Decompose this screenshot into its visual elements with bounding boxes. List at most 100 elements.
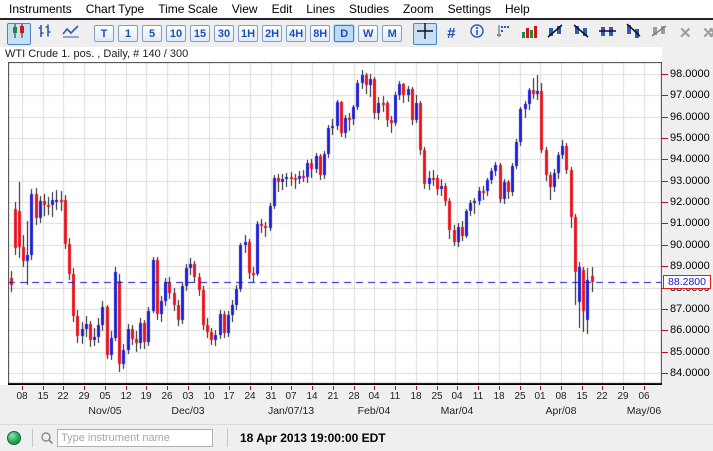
info-button[interactable] [465, 23, 489, 45]
price-tick-mark [662, 352, 668, 353]
time-tick-label: 04 [368, 391, 380, 402]
timeframe-button-4h[interactable]: 4H [286, 25, 307, 42]
statusbar-separator [227, 429, 228, 447]
month-label: Nov/05 [88, 405, 122, 417]
time-tick-mark [437, 386, 438, 390]
draw-trend-up-button[interactable] [543, 23, 567, 45]
timeframe-button-2h[interactable]: 2H [262, 25, 283, 42]
time-tick-mark [333, 386, 334, 390]
menu-item-instruments[interactable]: Instruments [9, 2, 72, 16]
time-tick-mark [395, 386, 396, 390]
chart-region: WTI Crude 1. pos. , Daily, # 140 / 300 9… [0, 47, 713, 424]
grid-toggle-button[interactable]: # [439, 23, 463, 45]
price-tick-label: 89.0000 [670, 260, 710, 272]
time-tick-label: 28 [348, 391, 360, 402]
price-tick-label: 97.0000 [670, 89, 710, 101]
time-tick-label: 26 [161, 391, 173, 402]
time-tick-label: 29 [78, 391, 90, 402]
price-tick-mark [662, 373, 668, 374]
draw-hline-button[interactable] [595, 23, 619, 45]
timeframe-button-8h[interactable]: 8H [310, 25, 331, 42]
time-tick-mark [354, 386, 355, 390]
time-tick-mark [312, 386, 313, 390]
price-tick-label: 96.0000 [670, 111, 710, 123]
timeframe-button-5[interactable]: 5 [142, 25, 162, 42]
time-tick-label: 29 [617, 391, 629, 402]
time-tick-label: 07 [285, 391, 297, 402]
menu-item-zoom[interactable]: Zoom [402, 2, 434, 16]
timeframe-button-15[interactable]: 15 [190, 25, 210, 42]
menu-bar: Instruments Chart Type Time Scale View Edit L… [0, 0, 713, 20]
time-tick-mark [499, 386, 500, 390]
timeframe-button-10[interactable]: 10 [166, 25, 186, 42]
time-tick-label: 25 [514, 391, 526, 402]
ohlc-bar-chart-button[interactable] [33, 23, 57, 45]
price-tick-label: 85.0000 [670, 346, 710, 358]
edit-drawing-button [647, 23, 671, 45]
timeframe-button-1h[interactable]: 1H [238, 25, 259, 42]
time-tick-mark [561, 386, 562, 390]
timeframe-button-1[interactable]: 1 [118, 25, 138, 42]
draw-trend-down-button[interactable] [569, 23, 593, 45]
timeframe-button-m[interactable]: M [382, 25, 403, 42]
time-tick-mark [22, 386, 23, 390]
line-chart-button[interactable] [59, 23, 83, 45]
tool-button-group: # ✕ ✕✕ [412, 22, 713, 45]
connection-status-icon [7, 431, 21, 445]
price-tick-label: 92.0000 [670, 196, 710, 208]
time-tick-mark [271, 386, 272, 390]
price-chart-canvas[interactable] [8, 62, 662, 385]
time-tick-mark [84, 386, 85, 390]
timeframe-button-w[interactable]: W [358, 25, 379, 42]
time-tick-mark [623, 386, 624, 390]
search-icon [41, 432, 54, 445]
crosshair-icon [417, 23, 434, 44]
price-tick-mark [662, 330, 668, 331]
time-tick-label: 04 [451, 391, 463, 402]
delete-drawing-button: ✕ [673, 23, 697, 45]
timeframe-button-30[interactable]: 30 [214, 25, 234, 42]
price-tick-label: 90.0000 [670, 239, 710, 251]
price-axis[interactable] [662, 47, 713, 424]
price-tick-mark [662, 117, 668, 118]
menu-item-time-scale[interactable]: Time Scale [158, 2, 218, 16]
axis-marker-button[interactable] [491, 23, 515, 45]
volume-icon [521, 24, 538, 44]
price-tick-label: 93.0000 [670, 175, 710, 187]
menu-item-chart-type[interactable]: Chart Type [85, 2, 145, 16]
menu-item-help[interactable]: Help [505, 2, 530, 16]
menu-item-view[interactable]: View [231, 2, 258, 16]
price-tick-mark [662, 74, 668, 75]
price-tick-mark [662, 181, 668, 182]
menu-item-settings[interactable]: Settings [447, 2, 492, 16]
clock-timestamp: 18 Apr 2013 19:00:00 EDT [240, 431, 386, 445]
statusbar-separator [32, 429, 33, 447]
time-tick-mark [105, 386, 106, 390]
candlestick-chart-button[interactable] [7, 22, 31, 45]
time-tick-label: 24 [244, 391, 256, 402]
timeframe-button-d[interactable]: D [334, 25, 355, 42]
time-axis[interactable] [0, 385, 662, 424]
time-tick-mark [582, 386, 583, 390]
draw-channel-button[interactable] [621, 23, 645, 45]
price-tick-mark [662, 138, 668, 139]
volume-button[interactable] [517, 23, 541, 45]
crosshair-button[interactable] [413, 22, 438, 45]
instrument-search-input[interactable] [57, 429, 213, 447]
delete-drawing-icon: ✕ [678, 24, 692, 42]
ohlc-bar-chart-icon [37, 23, 54, 44]
time-tick-label: 21 [327, 391, 339, 402]
time-tick-mark [229, 386, 230, 390]
draw-trend-down-icon [573, 23, 590, 44]
time-tick-label: 18 [493, 391, 505, 402]
line-chart-icon [62, 24, 80, 43]
menu-item-lines[interactable]: Lines [306, 2, 335, 16]
time-tick-label: 01 [534, 391, 546, 402]
draw-channel-icon [625, 23, 642, 44]
time-tick-mark [540, 386, 541, 390]
menu-item-studies[interactable]: Studies [348, 2, 389, 16]
timeframe-button-t[interactable]: T [94, 25, 114, 42]
menu-item-edit[interactable]: Edit [271, 2, 293, 16]
time-tick-label: 22 [57, 391, 69, 402]
